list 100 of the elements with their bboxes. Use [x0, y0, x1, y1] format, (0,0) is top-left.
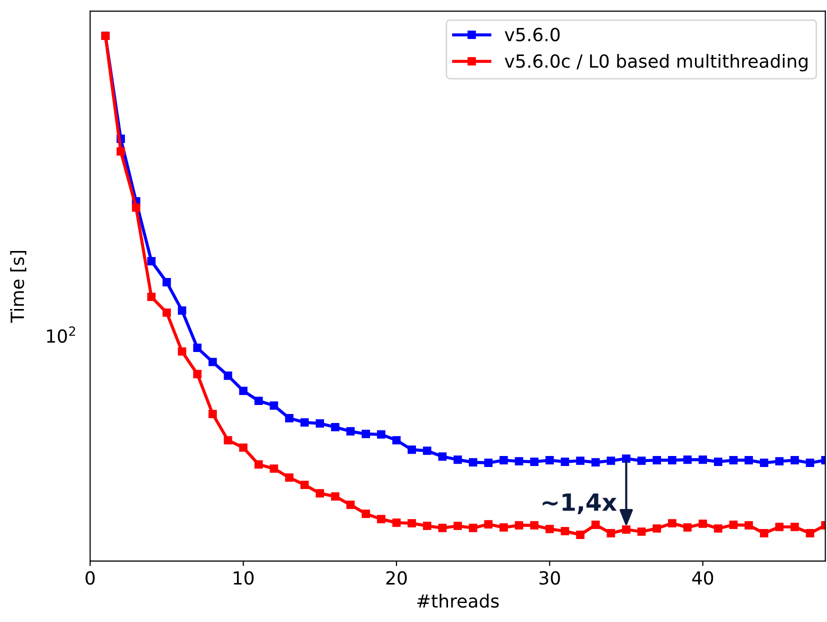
- point: [331, 422, 340, 432]
- point: [208, 358, 217, 366]
- point: [637, 456, 646, 465]
- point: [193, 370, 202, 378]
- point: [729, 520, 738, 529]
- point: [468, 524, 478, 532]
- point: [514, 521, 524, 530]
- point: [560, 526, 570, 536]
- point: [622, 454, 630, 463]
- point: [760, 458, 768, 468]
- point: [591, 458, 600, 466]
- point: [622, 525, 630, 534]
- x-tick-label: 10: [234, 571, 254, 585]
- point: [239, 443, 248, 452]
- legend-label: v5.6.0: [504, 28, 560, 42]
- point: [576, 530, 584, 539]
- point: [484, 520, 493, 528]
- point: [285, 473, 294, 482]
- point: [530, 458, 538, 466]
- point: [683, 456, 692, 464]
- point: [637, 527, 646, 536]
- point: [606, 456, 616, 465]
- point: [178, 347, 186, 356]
- point: [652, 456, 662, 464]
- point: [698, 520, 707, 528]
- point: [652, 524, 662, 533]
- point: [376, 430, 386, 439]
- y-axis-title: Time [s]: [10, 250, 26, 323]
- point: [346, 427, 355, 436]
- point: [790, 456, 799, 464]
- point: [270, 401, 278, 410]
- point: [530, 521, 538, 530]
- x-tick-label: 40: [692, 571, 714, 585]
- annotation: ~1,4x: [542, 494, 617, 514]
- point: [254, 460, 263, 469]
- point: [545, 456, 554, 464]
- legend-label: v5.6.0c / L0 based multithreading: [504, 54, 808, 72]
- point: [316, 419, 324, 428]
- point: [468, 458, 478, 466]
- point: [408, 446, 416, 454]
- point: [714, 524, 722, 533]
- point: [270, 464, 278, 473]
- point: [606, 529, 616, 538]
- point: [775, 522, 784, 532]
- point: [224, 436, 232, 444]
- point: [760, 529, 768, 538]
- point: [331, 492, 340, 501]
- point: [668, 456, 676, 464]
- point: [116, 147, 125, 156]
- point: [316, 489, 324, 498]
- point: [362, 510, 370, 518]
- x-tick-label: 30: [540, 571, 560, 585]
- point: [775, 457, 784, 466]
- point: [408, 519, 416, 528]
- point: [790, 522, 799, 532]
- point: [392, 436, 401, 444]
- point: [193, 344, 202, 352]
- point: [514, 457, 524, 466]
- point: [744, 521, 753, 530]
- point: [744, 456, 753, 464]
- point: [224, 371, 232, 380]
- point: [714, 458, 722, 466]
- point: [545, 524, 554, 534]
- point: [729, 456, 738, 464]
- point: [285, 414, 294, 422]
- point: [300, 480, 309, 490]
- point: [239, 386, 248, 396]
- point: [454, 456, 462, 464]
- point: [147, 292, 156, 302]
- point: [132, 203, 140, 212]
- point: [698, 456, 707, 464]
- point: [376, 514, 386, 524]
- point: [438, 524, 447, 532]
- point: [162, 308, 171, 317]
- x-tick-label: 0: [86, 571, 95, 585]
- point: [683, 523, 692, 532]
- point: [438, 452, 447, 461]
- point: [162, 278, 171, 286]
- point: [806, 458, 814, 468]
- point: [208, 410, 217, 418]
- point: [500, 523, 508, 532]
- text: 10$^{2}$: [47, 326, 76, 343]
- point: [346, 500, 355, 510]
- point: [806, 529, 814, 538]
- point: [591, 520, 600, 529]
- point: [500, 456, 508, 464]
- x-tick-label: 20: [386, 571, 407, 585]
- point: [147, 257, 156, 266]
- point: [362, 430, 370, 438]
- point: [422, 446, 432, 455]
- point: [254, 396, 263, 406]
- x-axis-title: #threads: [417, 594, 499, 608]
- point: [178, 306, 186, 315]
- point: [300, 418, 309, 427]
- point: [392, 518, 401, 527]
- point: [576, 456, 584, 465]
- point: [560, 458, 570, 466]
- point: [454, 522, 462, 530]
- point: [484, 458, 493, 468]
- point: [668, 519, 676, 528]
